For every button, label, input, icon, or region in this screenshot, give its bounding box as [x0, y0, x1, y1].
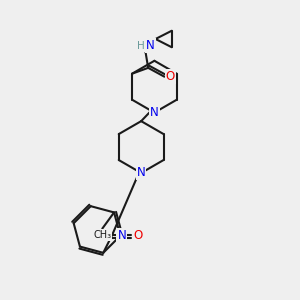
- Text: O: O: [133, 229, 142, 242]
- Text: CH₃: CH₃: [93, 230, 111, 240]
- Text: O: O: [166, 70, 175, 83]
- Text: N: N: [150, 106, 159, 119]
- Text: N: N: [117, 229, 126, 242]
- Text: H: H: [137, 41, 145, 51]
- Text: N: N: [146, 39, 155, 52]
- Text: N: N: [137, 167, 146, 179]
